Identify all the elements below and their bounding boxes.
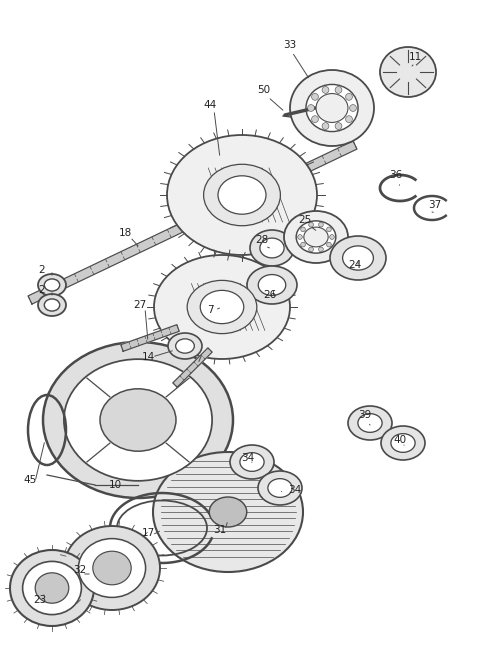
Circle shape xyxy=(319,222,324,227)
Ellipse shape xyxy=(358,414,382,432)
Text: 2: 2 xyxy=(39,265,45,275)
Text: 34: 34 xyxy=(241,453,254,463)
Circle shape xyxy=(312,93,318,100)
Ellipse shape xyxy=(78,539,145,598)
Ellipse shape xyxy=(153,452,303,572)
Ellipse shape xyxy=(44,279,60,291)
Ellipse shape xyxy=(268,479,292,497)
Ellipse shape xyxy=(284,211,348,263)
Text: 34: 34 xyxy=(288,485,301,495)
Ellipse shape xyxy=(64,359,212,481)
Text: 7: 7 xyxy=(207,305,213,315)
Circle shape xyxy=(326,227,331,232)
Circle shape xyxy=(309,222,313,227)
Ellipse shape xyxy=(44,299,60,311)
Ellipse shape xyxy=(343,246,373,270)
Circle shape xyxy=(335,123,342,129)
Text: 39: 39 xyxy=(359,410,372,420)
Text: 11: 11 xyxy=(408,52,421,62)
Circle shape xyxy=(335,87,342,93)
Text: 23: 23 xyxy=(34,595,47,605)
Text: 24: 24 xyxy=(348,260,361,270)
Ellipse shape xyxy=(35,573,69,604)
Ellipse shape xyxy=(38,294,66,316)
Ellipse shape xyxy=(38,274,66,296)
Circle shape xyxy=(322,123,329,129)
Ellipse shape xyxy=(43,342,233,498)
Polygon shape xyxy=(121,325,179,352)
Text: 28: 28 xyxy=(255,235,269,245)
Circle shape xyxy=(346,93,352,100)
Ellipse shape xyxy=(37,575,67,601)
Ellipse shape xyxy=(200,291,244,323)
Circle shape xyxy=(330,235,335,239)
Ellipse shape xyxy=(381,426,425,460)
Ellipse shape xyxy=(176,339,194,353)
Text: 10: 10 xyxy=(108,480,121,490)
Ellipse shape xyxy=(100,389,176,451)
Circle shape xyxy=(300,227,305,232)
Ellipse shape xyxy=(10,550,94,626)
Text: 44: 44 xyxy=(204,100,216,110)
Ellipse shape xyxy=(304,227,328,247)
Ellipse shape xyxy=(23,562,82,615)
Text: 50: 50 xyxy=(257,85,271,95)
Ellipse shape xyxy=(247,266,297,304)
Text: 14: 14 xyxy=(142,352,155,362)
Ellipse shape xyxy=(187,280,257,334)
Circle shape xyxy=(319,247,324,252)
Ellipse shape xyxy=(250,230,294,266)
Polygon shape xyxy=(173,348,212,387)
Ellipse shape xyxy=(290,70,374,146)
Circle shape xyxy=(298,235,302,239)
Text: 17: 17 xyxy=(142,528,155,538)
Ellipse shape xyxy=(209,497,247,527)
Polygon shape xyxy=(28,141,357,304)
Ellipse shape xyxy=(240,453,264,472)
Ellipse shape xyxy=(348,406,392,440)
Text: 32: 32 xyxy=(73,565,86,575)
Ellipse shape xyxy=(93,551,131,584)
Text: 27: 27 xyxy=(133,300,146,310)
Ellipse shape xyxy=(168,333,202,359)
Text: 40: 40 xyxy=(394,435,407,445)
Ellipse shape xyxy=(218,176,266,215)
Ellipse shape xyxy=(64,526,160,610)
Ellipse shape xyxy=(380,47,436,97)
Text: 36: 36 xyxy=(389,170,403,180)
Circle shape xyxy=(349,104,357,112)
Ellipse shape xyxy=(391,434,415,453)
Text: 45: 45 xyxy=(24,475,36,485)
Text: 31: 31 xyxy=(214,525,227,535)
Ellipse shape xyxy=(306,85,358,132)
Circle shape xyxy=(346,115,352,123)
Circle shape xyxy=(300,242,305,247)
Ellipse shape xyxy=(296,221,336,253)
Text: 25: 25 xyxy=(299,215,312,225)
Text: 2: 2 xyxy=(39,285,45,295)
Circle shape xyxy=(312,115,318,123)
Ellipse shape xyxy=(330,236,386,280)
Text: 33: 33 xyxy=(283,40,297,50)
Circle shape xyxy=(326,242,331,247)
Circle shape xyxy=(309,247,313,252)
Text: 26: 26 xyxy=(264,290,276,300)
Ellipse shape xyxy=(258,275,286,295)
Ellipse shape xyxy=(316,94,348,123)
Ellipse shape xyxy=(204,164,280,226)
Ellipse shape xyxy=(258,471,302,505)
Circle shape xyxy=(308,104,314,112)
Ellipse shape xyxy=(167,135,317,255)
Text: 18: 18 xyxy=(119,228,132,238)
Ellipse shape xyxy=(230,445,274,479)
Ellipse shape xyxy=(154,255,290,359)
Ellipse shape xyxy=(260,238,284,258)
Circle shape xyxy=(322,87,329,93)
Text: 37: 37 xyxy=(428,200,442,210)
